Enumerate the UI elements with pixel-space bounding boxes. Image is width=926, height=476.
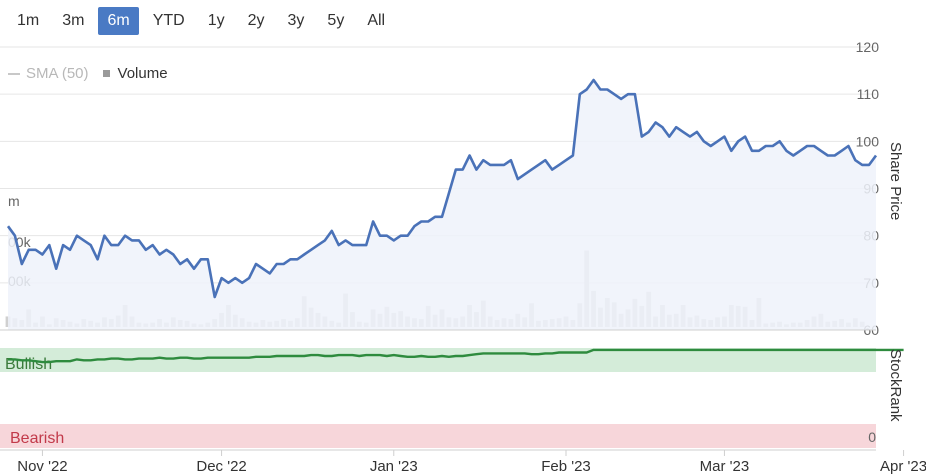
range-tab-3y[interactable]: 3y xyxy=(287,12,305,29)
x-tick-label: Apr '23 xyxy=(880,458,926,475)
legend-sma-label: SMA (50) xyxy=(26,65,89,82)
range-tab-5y[interactable]: 5y xyxy=(327,12,345,29)
range-tab-3m[interactable]: 3m xyxy=(62,12,85,29)
legend: SMA (50) Volume xyxy=(8,65,168,82)
bearish-label: Bearish xyxy=(10,430,64,447)
x-tick-label: Feb '23 xyxy=(541,458,591,475)
range-tab-all[interactable]: All xyxy=(367,12,386,29)
price-area xyxy=(8,80,876,330)
y-tick-label: 110 xyxy=(857,86,880,102)
y-tick-label: 120 xyxy=(856,39,880,55)
price-axis-title: Share Price xyxy=(887,142,904,220)
x-tick-label: Nov '22 xyxy=(17,458,67,475)
volume-square-icon xyxy=(102,70,110,77)
range-tab-ytd[interactable]: YTD xyxy=(152,12,185,29)
legend-volume[interactable]: Volume xyxy=(102,65,168,82)
x-tick-label: Dec '22 xyxy=(196,458,246,475)
range-tab-6m[interactable]: 6m xyxy=(98,7,139,35)
x-tick-label: Jan '23 xyxy=(370,458,418,475)
bullish-band xyxy=(0,348,876,372)
range-tab-2y[interactable]: 2y xyxy=(247,12,265,29)
stockrank-axis-title: StockRank xyxy=(887,349,904,422)
price-line xyxy=(6,78,878,299)
range-tabs: 1m 3m 6m YTD 1y 2y 3y 5y All xyxy=(8,5,399,37)
x-tick-label: Mar '23 xyxy=(700,458,750,475)
legend-sma[interactable]: SMA (50) xyxy=(8,65,89,82)
y-tick-label: 100 xyxy=(856,133,880,149)
range-tab-1y[interactable]: 1y xyxy=(207,12,225,29)
volume-tick-label: m xyxy=(8,193,20,209)
stockrank-tick-label: 0 xyxy=(868,429,876,445)
bearish-band xyxy=(0,424,876,448)
sma-line-icon xyxy=(8,72,20,75)
range-tab-1m[interactable]: 1m xyxy=(17,12,40,29)
stockrank-line xyxy=(8,348,904,364)
legend-volume-label: Volume xyxy=(117,65,168,82)
